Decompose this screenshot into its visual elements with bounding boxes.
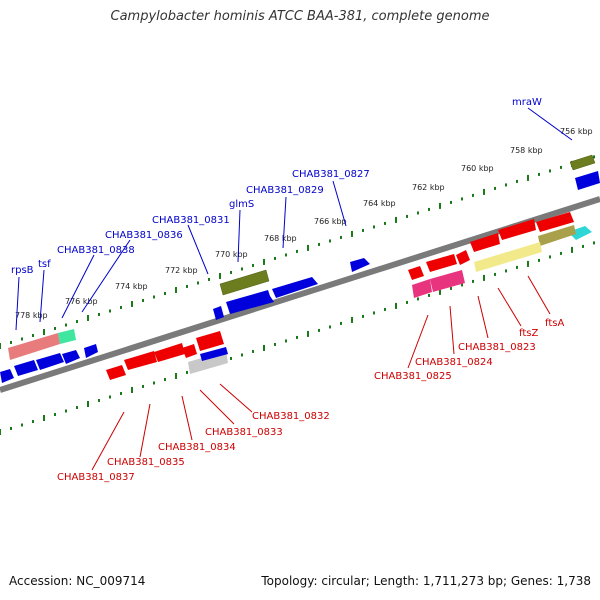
gene-label-ftsA: ftsA: [545, 318, 564, 329]
gene-arrow: [575, 171, 600, 190]
gene-arrow: [408, 266, 424, 280]
gene-label-tsf: tsf: [38, 259, 51, 270]
scale-label-774: 774 kbp: [115, 282, 148, 291]
scale-label-762: 762 kbp: [412, 183, 445, 192]
gene-arrow: [498, 219, 536, 240]
gene-label-chab381-0823: CHAB381_0823: [458, 342, 536, 353]
scale-label-766: 766 kbp: [314, 217, 347, 226]
gene-arrow: [568, 226, 592, 240]
gene-label-chab381-0835: CHAB381_0835: [107, 457, 185, 468]
gene-arrow: [219, 269, 270, 296]
gene-label-glmS: glmS: [229, 199, 254, 210]
gene-label-chab381-0825: CHAB381_0825: [374, 371, 452, 382]
accession-text: Accession: NC_009714: [9, 574, 146, 588]
gene-label-rpsB: rpsB: [11, 265, 34, 276]
gene-arrow: [536, 212, 574, 232]
gene-label-chab381-0831: CHAB381_0831: [152, 215, 230, 226]
gene-arrow: [124, 351, 157, 370]
gene-arrow: [470, 233, 500, 252]
gene-label-chab381-0838: CHAB381_0838: [57, 245, 135, 256]
scale-label-760: 760 kbp: [461, 164, 494, 173]
gene-arrow: [196, 331, 224, 351]
reverse-leaders: [91, 275, 551, 471]
gene-arrow: [213, 306, 224, 320]
gene-arrow: [426, 254, 457, 272]
scale-labels: 756 kbp 758 kbp 760 kbp 762 kbp 764 kbp …: [15, 127, 593, 320]
scale-label-756: 756 kbp: [560, 127, 593, 136]
gene-label-chab381-0833: CHAB381_0833: [205, 427, 283, 438]
gene-label-chab381-0827: CHAB381_0827: [292, 169, 370, 180]
lower-ruler: [0, 241, 595, 435]
gene-label-chab381-0834: CHAB381_0834: [158, 442, 236, 453]
forward-genes: [0, 154, 600, 383]
scale-label-776: 776 kbp: [65, 297, 98, 306]
forward-gene-labels: mraW CHAB381_0827 CHAB381_0829 glmS CHAB…: [11, 97, 542, 276]
scale-label-778: 778 kbp: [15, 311, 48, 320]
gene-label-chab381-0832: CHAB381_0832: [252, 411, 330, 422]
gene-arrow: [226, 290, 274, 314]
scale-label-768: 768 kbp: [264, 234, 297, 243]
scale-label-772: 772 kbp: [165, 266, 198, 275]
gene-arrow: [84, 344, 98, 358]
gene-arrow: [62, 350, 80, 364]
genome-summary-text: Topology: circular; Length: 1,711,273 bp…: [261, 574, 591, 588]
gene-arrow: [412, 279, 432, 298]
gene-arrow: [538, 225, 576, 246]
scale-label-770: 770 kbp: [215, 250, 248, 259]
gene-arrow: [106, 365, 126, 380]
gene-label-ftsZ: ftsZ: [519, 328, 538, 339]
gene-arrow: [272, 277, 318, 298]
forward-leaders: [15, 107, 573, 331]
gene-arrow: [58, 329, 76, 344]
gene-label-chab381-0836: CHAB381_0836: [105, 230, 183, 241]
scale-label-758: 758 kbp: [510, 146, 543, 155]
gene-arrow: [0, 369, 14, 383]
gene-label-chab381-0824: CHAB381_0824: [415, 357, 493, 368]
map-title: Campylobacter hominis ATCC BAA-381, comp…: [110, 9, 490, 24]
gene-arrow: [474, 242, 542, 272]
gene-arrow: [182, 344, 197, 358]
gene-label-mraW: mraW: [512, 97, 542, 108]
upper-ruler: [0, 155, 595, 349]
reverse-gene-labels: ftsA ftsZ CHAB381_0823 CHAB381_0824 CHAB…: [57, 318, 564, 483]
gene-label-chab381-0829: CHAB381_0829: [246, 185, 324, 196]
gene-arrow: [350, 258, 370, 272]
gene-label-chab381-0837: CHAB381_0837: [57, 472, 135, 483]
gene-arrow: [188, 351, 228, 374]
scale-label-764: 764 kbp: [363, 199, 396, 208]
gene-arrow: [154, 343, 185, 362]
gene-arrow: [569, 154, 596, 171]
gene-arrow: [14, 360, 38, 376]
gene-arrow: [456, 250, 470, 265]
reverse-genes: [106, 212, 592, 380]
gene-arrow: [430, 270, 465, 292]
gene-arrow: [200, 347, 228, 361]
gene-arrow: [8, 333, 60, 360]
gene-arrow: [36, 353, 64, 370]
